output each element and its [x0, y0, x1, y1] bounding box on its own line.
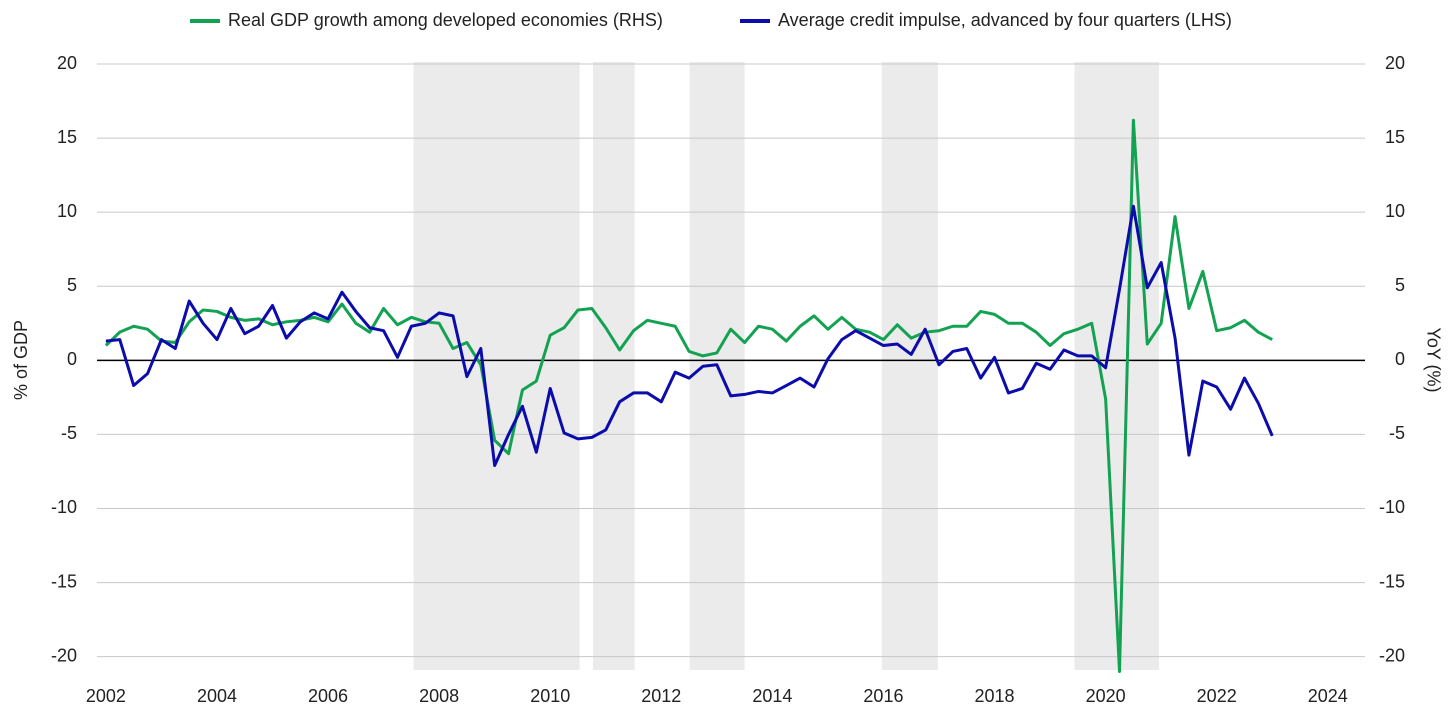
x-tick-label: 2004: [197, 686, 237, 706]
y-tick-label: -15: [51, 571, 77, 591]
y-tick-label: -5: [61, 423, 77, 443]
x-tick-label: 2020: [1086, 686, 1126, 706]
shaded-period: [413, 62, 580, 670]
y2-tick-label: -20: [1379, 645, 1405, 665]
x-tick-label: 2014: [752, 686, 792, 706]
y2-tick-label: 15: [1385, 127, 1405, 147]
y2-tick-label: -5: [1389, 423, 1405, 443]
y-tick-label: -20: [51, 645, 77, 665]
y-tick-label: -10: [51, 497, 77, 517]
series-line: [105, 204, 1274, 468]
x-tick-label: 2018: [975, 686, 1015, 706]
x-tick-label: 2022: [1197, 686, 1237, 706]
y2-tick-label: 20: [1385, 53, 1405, 73]
y2-tick-label: -10: [1379, 497, 1405, 517]
y2-tick-label: 5: [1395, 275, 1405, 295]
y2-tick-label: 10: [1385, 201, 1405, 221]
x-tick-label: 2012: [641, 686, 681, 706]
y-tick-label: 10: [57, 201, 77, 221]
y-tick-label: 5: [67, 275, 77, 295]
x-tick-label: 2002: [86, 686, 126, 706]
y2-tick-label: 0: [1395, 349, 1405, 369]
legend-label: Real GDP growth among developed economie…: [228, 10, 663, 30]
y-tick-label: 15: [57, 127, 77, 147]
y-tick-label: 20: [57, 53, 77, 73]
x-tick-label: 2008: [419, 686, 459, 706]
y2-axis-label: YoY (%): [1423, 327, 1443, 392]
shaded-period: [881, 62, 938, 670]
x-tick-label: 2016: [863, 686, 903, 706]
legend-label: Average credit impulse, advanced by four…: [778, 10, 1232, 30]
x-tick-label: 2006: [308, 686, 348, 706]
y-axis-label: % of GDP: [11, 320, 31, 400]
x-tick-label: 2010: [530, 686, 570, 706]
y2-tick-label: -15: [1379, 571, 1405, 591]
shaded-period: [592, 62, 635, 670]
y-tick-label: 0: [67, 349, 77, 369]
shaded-period: [1074, 62, 1159, 670]
x-tick-label: 2024: [1308, 686, 1348, 706]
